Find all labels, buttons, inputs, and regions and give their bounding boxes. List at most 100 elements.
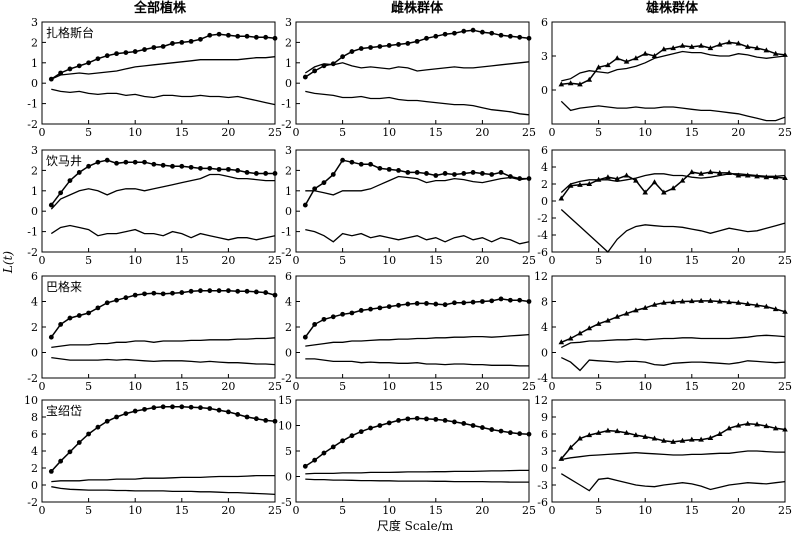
x-tick-label: 25 [522, 254, 536, 267]
data-point [216, 288, 222, 294]
y-tick-label: 6 [541, 16, 548, 29]
panel-frame [551, 149, 786, 253]
data-point [207, 32, 213, 38]
data-point [358, 308, 364, 313]
series-line-upper [304, 61, 530, 74]
data-point [480, 299, 485, 304]
y-tick-label: 12 [534, 270, 548, 283]
panel-frame [41, 149, 276, 253]
x-tick-label: 20 [475, 254, 489, 267]
data-point [526, 299, 532, 304]
y-tick-label: -1 [281, 98, 292, 111]
data-point [567, 444, 574, 450]
x-tick-label: 20 [731, 254, 745, 267]
data-point [67, 178, 73, 184]
data-point [170, 41, 175, 46]
data-point [114, 297, 119, 303]
x-tick-label: 25 [778, 126, 792, 139]
x-tick-label: 0 [39, 380, 46, 393]
x-tick-label: 15 [175, 254, 189, 267]
data-point [716, 169, 723, 175]
data-point [651, 435, 658, 441]
data-point [661, 437, 667, 443]
data-point [633, 307, 639, 313]
data-point [188, 38, 194, 44]
x-tick-label: 15 [685, 254, 699, 267]
data-point [86, 310, 91, 316]
data-point [349, 310, 355, 316]
data-point [188, 164, 194, 170]
series-line-observed [50, 289, 276, 338]
data-point [470, 423, 476, 428]
data-point [452, 30, 457, 36]
data-point [160, 291, 166, 297]
y-tick-label: 2 [31, 164, 38, 177]
x-tick-label: 10 [128, 254, 142, 267]
data-point [302, 334, 308, 340]
data-point [452, 419, 457, 425]
x-tick-label: 25 [268, 254, 282, 267]
y-tick-label: 1 [285, 185, 292, 198]
series-line-lower [51, 88, 276, 106]
panel: 0 5 10 15 20 25 0 3 6 [541, 16, 792, 139]
data-point [744, 301, 751, 307]
x-tick-label: 5 [85, 126, 92, 139]
data-point [433, 416, 439, 422]
x-tick-label: 15 [175, 504, 189, 517]
data-point [744, 43, 751, 49]
data-point [577, 81, 583, 87]
data-point [216, 407, 222, 413]
data-point [272, 35, 278, 41]
series-line-upper [305, 333, 530, 347]
data-point [263, 34, 269, 40]
data-point [670, 438, 676, 444]
data-point [48, 469, 54, 474]
series-line-upper [560, 173, 786, 193]
data-point [86, 60, 91, 66]
data-point [642, 433, 648, 439]
data-point [670, 185, 676, 191]
y-tick-label: 5 [285, 445, 292, 458]
data-point [358, 429, 364, 435]
data-point [76, 313, 82, 318]
x-tick-label: 20 [221, 380, 235, 393]
y-tick-label: -6 [537, 496, 548, 509]
data-point [386, 166, 392, 172]
y-tick-label: 15 [278, 394, 292, 407]
x-tick-label: 25 [522, 504, 536, 517]
y-tick-label: 3 [285, 144, 292, 157]
data-point [216, 31, 222, 37]
data-point [67, 66, 73, 72]
series-line-upper [305, 469, 529, 475]
x-tick-label: 20 [731, 504, 745, 517]
data-point [48, 334, 54, 340]
data-point [244, 414, 250, 420]
data-point [368, 425, 373, 431]
column-title-male: 雄株群体 [645, 0, 699, 16]
panel: 0 5 10 15 20 25 -6 -4 -2 0 2 4 6 [537, 144, 792, 267]
data-point [614, 175, 621, 181]
data-point [735, 422, 742, 428]
y-tick-label: 3 [31, 144, 38, 157]
data-point [58, 70, 64, 76]
data-point [679, 437, 686, 443]
data-point [405, 301, 411, 307]
data-point [272, 292, 278, 298]
y-tick-label: -2 [281, 372, 292, 385]
data-point [577, 435, 583, 441]
data-point [340, 311, 345, 317]
x-tick-label: 0 [39, 254, 46, 267]
data-point [526, 176, 532, 181]
data-point [498, 296, 504, 302]
x-tick-label: 0 [293, 254, 300, 267]
data-point [763, 47, 770, 53]
data-point [330, 314, 336, 320]
column-title-all: 全部植株 [133, 0, 187, 16]
data-point [716, 298, 723, 304]
x-tick-label: 0 [549, 126, 556, 139]
series-line-upper [561, 450, 785, 461]
series-line-lower [560, 473, 786, 492]
series-line-lower [305, 90, 530, 116]
data-point [58, 458, 64, 464]
data-point [782, 175, 788, 181]
